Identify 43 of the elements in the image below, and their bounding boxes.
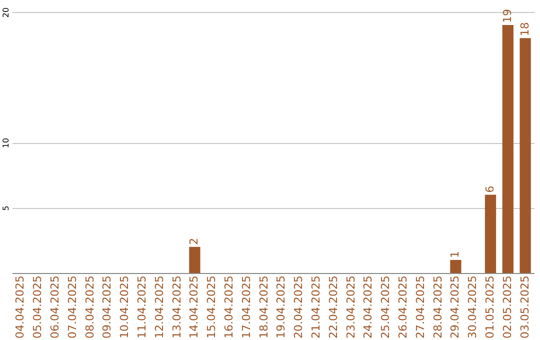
x-tick-label: 29.04.2025: [448, 276, 462, 338]
data-label: 2: [188, 238, 201, 245]
x-tick-label: 03.05.2025: [518, 276, 532, 338]
x-tick-label: 24.04.2025: [362, 276, 375, 338]
x-tick-label: 23.04.2025: [344, 276, 358, 338]
data-label: 1: [448, 250, 462, 258]
y-tick-label: 10: [2, 138, 10, 148]
data-label: 6: [484, 186, 496, 193]
x-tick-label: 14.04.2025: [188, 276, 201, 338]
x-tick-label: 09.04.2025: [100, 276, 114, 338]
x-tick-label: 01.05.2025: [484, 276, 496, 338]
x-tick-label: 10.04.2025: [118, 276, 132, 338]
x-tick-label: 25.04.2025: [379, 276, 392, 338]
bar: [189, 246, 200, 273]
data-label: 18: [518, 22, 532, 36]
x-tick-label: 19.04.2025: [274, 276, 288, 338]
y-tick-label: 20: [2, 7, 10, 18]
x-tick-label: 28.04.2025: [431, 276, 444, 338]
bar: [502, 25, 514, 273]
x-tick-label: 13.04.2025: [170, 276, 184, 338]
data-label: 19: [500, 9, 514, 24]
x-tick-label: 30.04.2025: [466, 276, 480, 338]
x-tick-label: 20.04.2025: [292, 276, 306, 338]
x-tick-label: 12.04.2025: [152, 276, 166, 338]
x-tick-label: 27.04.2025: [414, 276, 427, 338]
bar: [484, 194, 496, 273]
x-tick-label: 17.04.2025: [240, 276, 253, 338]
y-tick-label: 5: [2, 206, 10, 211]
x-tick-label: 07.04.2025: [66, 276, 79, 338]
bar: [450, 260, 462, 273]
x-tick-label: 08.04.2025: [83, 276, 96, 338]
x-tick-label: 16.04.2025: [222, 276, 236, 338]
x-tick-label: 04.04.2025: [14, 276, 27, 338]
x-tick-label: 26.04.2025: [396, 276, 410, 338]
x-tick-label: 21.04.2025: [310, 276, 322, 338]
x-tick-label: 06.04.2025: [48, 276, 62, 338]
x-tick-label: 05.04.2025: [31, 276, 44, 338]
x-tick-label: 18.04.2025: [257, 276, 270, 338]
x-tick-label: 11.04.2025: [136, 276, 148, 338]
bar: [520, 38, 531, 273]
x-tick-label: 02.05.2025: [500, 276, 514, 338]
x-tick-label: 15.04.2025: [205, 276, 218, 338]
x-tick-label: 22.04.2025: [326, 276, 340, 338]
